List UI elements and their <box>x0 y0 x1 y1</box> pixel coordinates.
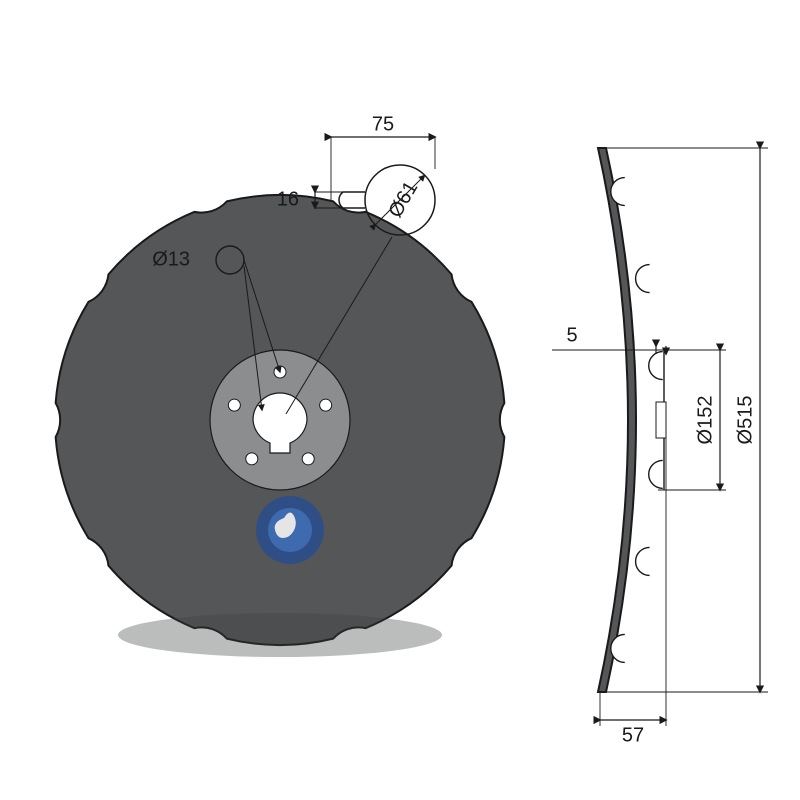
label-13: Ø13 <box>152 248 190 270</box>
side-notch <box>636 265 650 293</box>
disc-side-view <box>598 148 636 692</box>
label-57: 57 <box>622 724 644 746</box>
detail-key <box>339 192 365 208</box>
side-notch <box>649 460 663 488</box>
side-notch <box>649 352 663 380</box>
bolt-hole <box>320 399 332 411</box>
bolt-hole <box>302 453 314 465</box>
bolt-hole <box>246 453 258 465</box>
label-152: Ø152 <box>694 396 716 445</box>
side-center-slot <box>656 402 666 438</box>
label-16: 16 <box>277 188 299 210</box>
label-515: Ø515 <box>734 396 756 445</box>
bolt-hole <box>228 399 240 411</box>
side-notch <box>636 547 650 575</box>
label-75: 75 <box>372 113 394 135</box>
label-61: Ø61 <box>384 178 422 222</box>
label-5: 5 <box>566 324 577 346</box>
disc-shadow <box>118 613 442 657</box>
watermark <box>256 496 324 564</box>
